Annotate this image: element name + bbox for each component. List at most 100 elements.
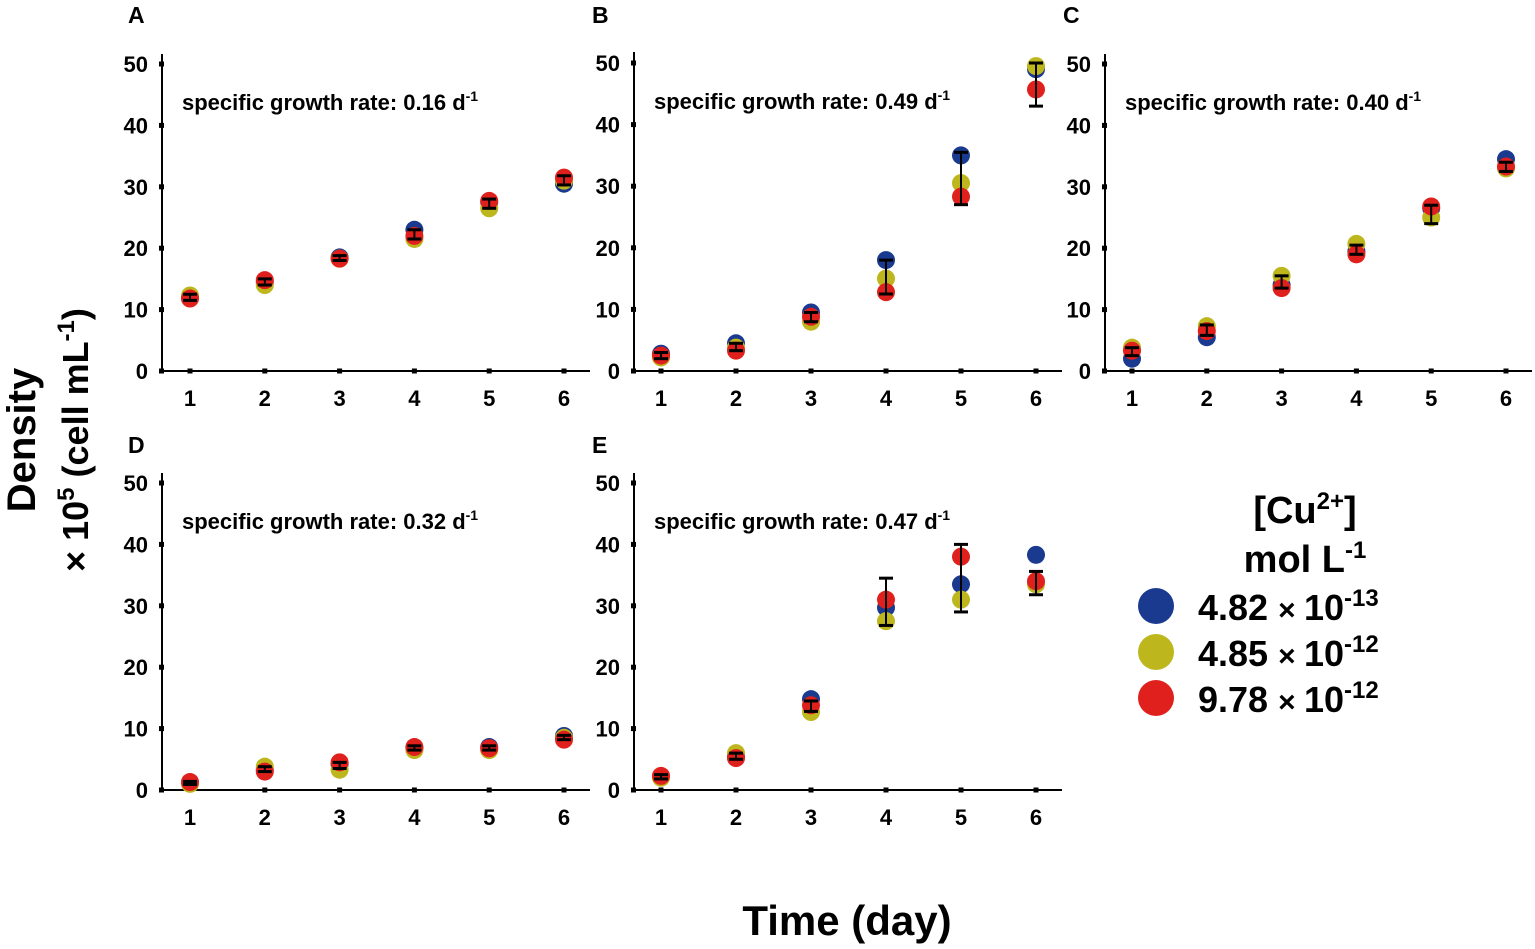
x-tick-label: 4 xyxy=(408,805,421,830)
x-tick-mark xyxy=(1503,368,1509,374)
x-tick-label: 2 xyxy=(730,386,742,411)
y-tick-mark xyxy=(631,726,636,732)
y-tick-mark xyxy=(1102,61,1107,67)
x-tick-label: 2 xyxy=(259,805,271,830)
x-tick-label: 6 xyxy=(558,805,570,830)
y-tick-label: 30 xyxy=(1067,175,1091,200)
y-tick-mark xyxy=(631,122,636,128)
x-tick-mark xyxy=(486,787,492,793)
legend-marker-3 xyxy=(1138,680,1174,716)
x-tick-mark xyxy=(808,368,814,374)
x-tick-label: 4 xyxy=(880,386,893,411)
x-tick-label: 5 xyxy=(483,805,495,830)
y-tick-mark xyxy=(159,664,164,670)
panel-label-a: A xyxy=(128,2,145,28)
y-tick-label: 50 xyxy=(596,471,620,496)
y-tick-mark xyxy=(631,480,636,486)
x-tick-mark xyxy=(486,368,492,374)
error-bar xyxy=(804,310,818,324)
y-tick-label: 0 xyxy=(608,778,620,803)
x-tick-label: 1 xyxy=(655,386,667,411)
growth-rate-annotation: specific growth rate: 0.32 d-1 xyxy=(182,507,478,534)
y-tick-label: 40 xyxy=(1067,113,1091,138)
x-tick-label: 3 xyxy=(1275,386,1287,411)
y-tick-label: 30 xyxy=(596,174,620,199)
x-tick-label: 3 xyxy=(805,805,817,830)
panel-label-c: C xyxy=(1063,2,1080,28)
x-tick-label: 6 xyxy=(558,386,570,411)
y-tick-mark xyxy=(631,306,636,312)
x-tick-mark xyxy=(883,368,889,374)
error-bar xyxy=(257,765,272,774)
x-tick-label: 1 xyxy=(1126,386,1138,411)
y-tick-label: 20 xyxy=(596,655,620,680)
error-bar xyxy=(332,254,347,262)
x-tick-mark xyxy=(337,787,343,793)
y-tick-mark xyxy=(159,603,164,609)
panel-a: 0 10 20 30 40 50 1 2 3 4 5 6 specific growth rate: 0… xyxy=(124,52,590,411)
x-tick-mark xyxy=(411,368,417,374)
error-bar xyxy=(557,174,571,187)
y-tick-label: 0 xyxy=(608,359,620,384)
x-tick-label: 2 xyxy=(730,805,742,830)
y-tick-mark xyxy=(159,61,164,67)
panel-b: 0 10 20 30 40 50 1 2 3 4 5 6 specific growth rate: 0… xyxy=(596,51,1062,411)
x-tick-mark xyxy=(337,368,343,374)
y-tick-label: 20 xyxy=(124,236,148,261)
growth-rate-annotation: specific growth rate: 0.47 d-1 xyxy=(654,507,950,534)
y-tick-mark xyxy=(159,307,164,313)
error-bar xyxy=(482,197,497,210)
y-axis-title-line1: Density xyxy=(0,367,44,512)
x-tick-mark xyxy=(883,787,889,793)
y-tick-label: 10 xyxy=(124,298,148,323)
error-bar xyxy=(407,744,422,752)
y-tick-mark xyxy=(159,726,164,732)
x-tick-label: 6 xyxy=(1500,386,1512,411)
y-tick-label: 40 xyxy=(124,532,148,557)
x-tick-mark xyxy=(561,787,567,793)
y-tick-mark xyxy=(159,787,164,793)
x-tick-mark xyxy=(808,787,814,793)
y-tick-label: 40 xyxy=(124,113,148,138)
y-tick-label: 40 xyxy=(596,113,620,138)
error-bar xyxy=(954,542,968,614)
x-tick-mark xyxy=(411,787,417,793)
x-tick-mark xyxy=(958,368,964,374)
x-tick-label: 1 xyxy=(184,386,196,411)
y-tick-label: 20 xyxy=(1067,236,1091,261)
y-tick-mark xyxy=(159,541,164,547)
x-tick-label: 4 xyxy=(880,805,893,830)
legend-marker-1 xyxy=(1138,588,1174,624)
error-bar xyxy=(729,341,743,353)
y-tick-label: 0 xyxy=(136,359,148,384)
y-tick-label: 30 xyxy=(596,594,620,619)
x-tick-label: 5 xyxy=(955,805,967,830)
x-tick-mark xyxy=(1279,368,1285,374)
x-tick-label: 6 xyxy=(1030,805,1042,830)
x-axis-title: Time (day) xyxy=(742,897,951,944)
error-bar xyxy=(654,773,668,781)
growth-rate-annotation: specific growth rate: 0.40 d-1 xyxy=(1125,88,1421,115)
growth-rate-annotation: specific growth rate: 0.49 d-1 xyxy=(654,87,950,114)
y-axis-title-line2: × 105 (cell mL-1) xyxy=(53,308,96,572)
x-tick-mark xyxy=(561,368,567,374)
x-tick-mark xyxy=(733,787,739,793)
x-tick-mark xyxy=(958,787,964,793)
x-tick-label: 3 xyxy=(805,386,817,411)
x-tick-mark xyxy=(262,787,268,793)
error-bar xyxy=(332,760,347,771)
error-bar xyxy=(257,277,272,287)
y-tick-mark xyxy=(1102,245,1107,251)
x-tick-label: 2 xyxy=(259,386,271,411)
panel-c: 0 10 20 30 40 50 1 2 3 4 5 6 specific growth rate: 0… xyxy=(1067,52,1532,411)
error-bar xyxy=(1274,274,1289,290)
error-bar xyxy=(183,779,197,786)
error-bar xyxy=(407,228,422,241)
y-tick-label: 20 xyxy=(124,655,148,680)
y-tick-mark xyxy=(1102,184,1107,190)
y-tick-mark xyxy=(1102,307,1107,313)
x-tick-label: 5 xyxy=(955,386,967,411)
y-tick-label: 50 xyxy=(124,471,148,496)
error-bar xyxy=(1029,61,1043,108)
error-bar xyxy=(1424,203,1439,226)
